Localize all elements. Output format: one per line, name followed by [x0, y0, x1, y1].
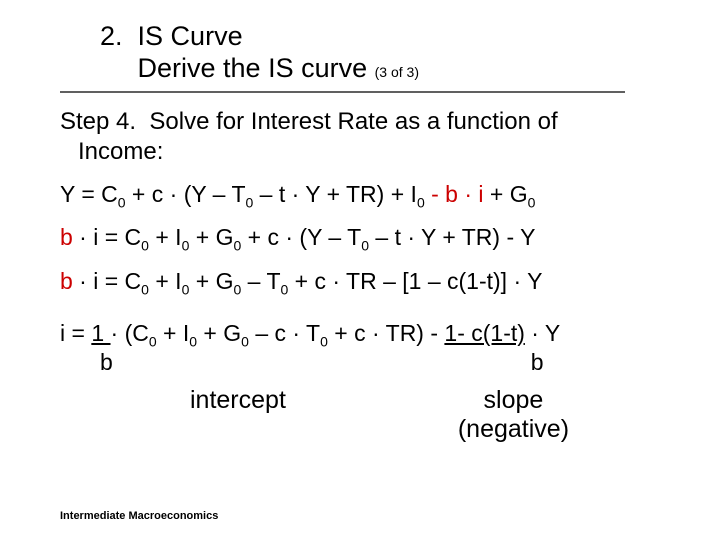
eq1-sub3: 0 — [417, 194, 425, 210]
equation-2: b · i = C0 + I0 + G0 + c · (Y – T0 – t ·… — [60, 224, 670, 254]
eq3-e: + c · TR – [1 – c(1-t)] · Y — [288, 268, 542, 294]
eq4-sub3: 0 — [241, 333, 249, 349]
title-text-1: IS Curve — [138, 21, 243, 51]
eq4-b1: b — [100, 349, 113, 375]
eq4-top-row: i = 1 · (C0 + I0 + G0 – c · T0 + c · TR)… — [60, 320, 670, 350]
eq4-sub2: 0 — [189, 333, 197, 349]
eq3-a: · i = C — [73, 268, 141, 294]
eq4-num2: 1- c(1-t) — [444, 320, 525, 346]
title-number: 2. — [100, 21, 123, 51]
equation-1: Y = C0 + c · (Y – T0 – t · Y + TR) + I0 … — [60, 181, 670, 211]
eq2-b: + I — [149, 224, 182, 250]
label-intercept: intercept — [190, 386, 286, 415]
title-line-1: 2. IS Curve — [100, 20, 670, 52]
title-rule — [60, 91, 625, 93]
eq1-d: + G — [484, 181, 528, 207]
eq2-e: – t · Y + TR) - Y — [369, 224, 535, 250]
eq4-sub1: 0 — [149, 333, 157, 349]
eq2-c: + G — [189, 224, 233, 250]
eq4-b2: b — [531, 349, 544, 375]
eq3-sub1: 0 — [141, 282, 149, 298]
label-row: intercept slope (negative) — [60, 386, 670, 444]
eq4-e: + c · TR) - — [328, 320, 445, 346]
eq1-sub1: 0 — [118, 194, 126, 210]
eq1-a: Y = C — [60, 181, 118, 207]
equation-4: i = 1 · (C0 + I0 + G0 – c · T0 + c · TR)… — [60, 320, 670, 377]
eq3-b: + I — [149, 268, 182, 294]
eq4-d: – c · T — [249, 320, 320, 346]
eq2-b-red: b — [60, 224, 73, 250]
step-label: Step 4. — [60, 108, 136, 135]
eq4-a: · (C — [111, 320, 149, 346]
equation-3: b · i = C0 + I0 + G0 – T0 + c · TR – [1 … — [60, 268, 670, 298]
footer-text: Intermediate Macroeconomics — [60, 510, 218, 522]
eq4-c: + G — [197, 320, 241, 346]
eq2-sub4: 0 — [361, 238, 369, 254]
eq4-tail: · Y — [525, 320, 560, 346]
slide-title: 2. IS Curve Derive the IS curve (3 of 3) — [100, 20, 670, 85]
eq2-d: + c · (Y – T — [241, 224, 361, 250]
title-text-2: Derive the IS curve — [138, 53, 368, 83]
label-slope-2: (negative) — [458, 415, 569, 443]
eq4-pre: i = — [60, 320, 91, 346]
eq1-sub4: 0 — [528, 194, 536, 210]
slide: 2. IS Curve Derive the IS curve (3 of 3)… — [0, 0, 720, 540]
eq3-b-red: b — [60, 268, 73, 294]
label-slope-1: slope — [484, 386, 544, 414]
eq4-b: + I — [157, 320, 190, 346]
eq3-c: + G — [189, 268, 233, 294]
eq1-c: – t · Y + TR) + I — [253, 181, 417, 207]
step-line-2: Income: — [60, 137, 670, 167]
title-pager: (3 of 3) — [375, 64, 419, 80]
eq3-d: – T — [241, 268, 280, 294]
eq1-red: - b · i — [425, 181, 484, 207]
step-text: Step 4. Solve for Interest Rate as a fun… — [60, 107, 670, 167]
eq4-num1: 1 — [91, 320, 110, 346]
eq2-a: · i = C — [73, 224, 141, 250]
step-line-1: Solve for Interest Rate as a function of — [149, 108, 557, 135]
eq4-denom-row: bb — [60, 349, 670, 376]
eq4-sub4: 0 — [320, 333, 328, 349]
eq2-sub1: 0 — [141, 238, 149, 254]
eq1-b: + c · (Y – T — [126, 181, 246, 207]
label-slope: slope (negative) — [458, 386, 569, 444]
title-line-2: Derive the IS curve (3 of 3) — [100, 52, 670, 84]
